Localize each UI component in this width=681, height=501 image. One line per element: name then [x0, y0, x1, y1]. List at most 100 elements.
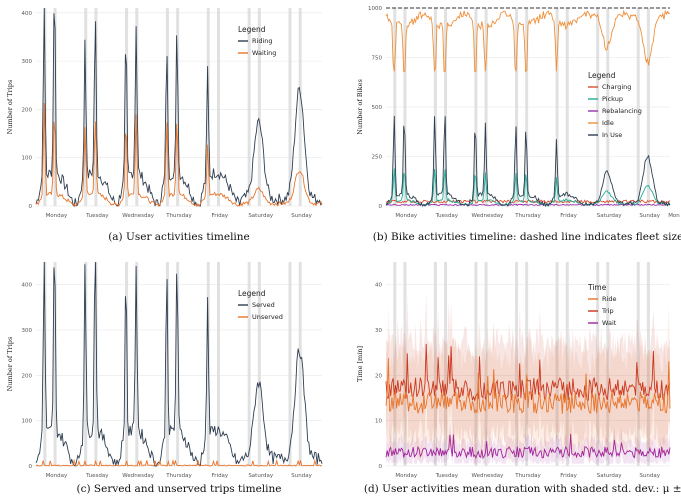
legend-title: Legend [238, 25, 266, 34]
rush-band [444, 8, 448, 206]
std-band-trip [386, 291, 670, 452]
x-tick-label: Friday [212, 213, 229, 219]
y-tick-label: 100 [22, 156, 33, 162]
rush-band [43, 8, 47, 206]
x-tick-label: Monday [395, 213, 417, 219]
x-tick-label: Wednesday [472, 213, 505, 219]
caption: (c) Served and unserved trips timeline [77, 483, 282, 495]
series-line-charging [385, 199, 671, 204]
series-line-rebalancing [385, 203, 671, 206]
rush-band [606, 262, 610, 466]
rush-band [515, 8, 519, 206]
rush-band [125, 8, 129, 206]
rush-band [257, 262, 261, 466]
rush-band [176, 8, 180, 206]
rush-band [53, 262, 57, 466]
chart-panel-2: 0 100 200 300 400 Monday Tuesday Wednesday Thurs… [6, 261, 323, 495]
x-tick-label: Saturday [597, 213, 623, 219]
rush-band [43, 262, 47, 466]
chart-panel-3: 0 10 20 30 40 Monday Tuesday Wednesday Thursday F… [356, 262, 681, 495]
legend-entry: Served [252, 301, 275, 309]
series-line-ride [385, 357, 671, 414]
rush-band [525, 262, 529, 466]
series-line-trip [385, 343, 671, 402]
y-tick-label: 0 [29, 204, 33, 210]
x-tick-label: Tuesday [435, 473, 459, 479]
x-tick-label: Wednesday [122, 473, 155, 479]
rush-band [433, 262, 437, 466]
chart-panel-1: 0 250 500 750 1000 Monday Tuesday Wednesday Thur… [356, 6, 681, 243]
x-tick-label: Sunday [639, 473, 660, 479]
x-tick-label: Thursday [165, 213, 192, 219]
rush-band [555, 262, 559, 466]
rush-band [247, 8, 251, 206]
x-tick-label: Saturday [597, 473, 623, 479]
x-tick-label: Saturday [248, 473, 274, 479]
rush-band [94, 262, 98, 466]
rush-band [484, 8, 488, 206]
rush-band [135, 262, 139, 466]
x-tick-label: Friday [560, 213, 577, 219]
legend: Legend Riding Waiting [238, 25, 276, 57]
y-tick-label: 400 [22, 283, 33, 289]
rush-band [165, 262, 169, 466]
x-tick-label: Monday [46, 213, 68, 219]
x-tick-label: Thursday [514, 213, 541, 219]
legend-entry: In Use [602, 131, 622, 139]
x-tick-label: Tuesday [435, 213, 459, 219]
y-axis-label: Number of Trips [6, 337, 14, 392]
legend: Time Ride Trip Wait [587, 283, 617, 327]
y-tick-label: 300 [22, 328, 33, 334]
caption: (d) User activities mean duration with s… [364, 483, 681, 495]
y-tick-label: 750 [372, 56, 383, 62]
rush-band [125, 262, 129, 466]
legend-entry: Pickup [602, 95, 623, 103]
legend-title: Legend [238, 289, 266, 298]
x-tick-label: Saturday [248, 213, 274, 219]
y-tick-label: 0 [29, 464, 33, 470]
rush-band [393, 262, 397, 466]
rush-band [596, 262, 600, 466]
x-tick-label: Wednesday [472, 473, 505, 479]
rush-band [474, 8, 478, 206]
legend-entry: Trip [601, 307, 614, 315]
rush-band [288, 262, 292, 466]
y-tick-label: 100 [22, 419, 33, 425]
legend-title: Legend [588, 71, 616, 80]
x-tick-label: Friday [560, 473, 577, 479]
x-tick-label: Thursday [165, 473, 192, 479]
rush-band [94, 8, 98, 206]
y-tick-label: 500 [372, 105, 383, 111]
legend: Legend Charging Pickup Rebalancing Idle In Us… [588, 71, 642, 139]
series-line-unserved [35, 458, 323, 468]
y-tick-label: 200 [22, 373, 33, 379]
x-tick-label: Sunday [291, 213, 312, 219]
legend-entry: Ride [602, 295, 616, 303]
series-line-idle [385, 9, 671, 73]
x-tick-label: Mon [668, 213, 680, 219]
x-tick-label: Thursday [514, 473, 541, 479]
y-tick-label: 30 [375, 328, 382, 334]
y-tick-label: 400 [22, 11, 33, 17]
rush-band [525, 8, 529, 206]
rush-band [84, 262, 88, 466]
rush-band [403, 8, 407, 206]
rush-band [484, 262, 488, 466]
caption: (a) User activities timeline [108, 231, 250, 243]
x-tick-label: Tuesday [85, 473, 109, 479]
x-tick-label: Tuesday [85, 213, 109, 219]
rush-band [288, 8, 292, 206]
legend-entry: Unserved [252, 313, 283, 321]
series-line-waiting [35, 103, 323, 207]
rush-band [216, 262, 220, 466]
caption: (b) Bike activities timeline: dashed lin… [373, 231, 681, 243]
rush-band [596, 8, 600, 206]
rush-band [298, 8, 302, 206]
series-line-riding [35, 7, 323, 208]
x-tick-label: Sunday [639, 213, 660, 219]
std-band-ride [386, 302, 670, 464]
legend-entry: Riding [252, 37, 273, 45]
rush-band [565, 8, 569, 206]
legend-entry: Wait [602, 319, 617, 327]
